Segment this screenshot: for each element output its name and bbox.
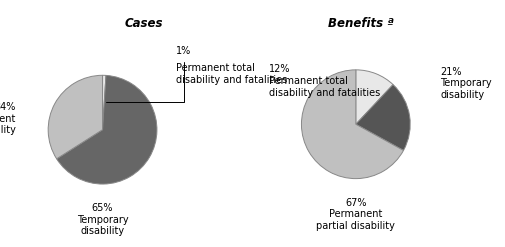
Text: Benefits ª: Benefits ª <box>328 17 394 30</box>
Text: 1%: 1% <box>106 46 191 103</box>
Wedge shape <box>48 75 103 159</box>
Text: 12%
Permanent total
disability and fatalities: 12% Permanent total disability and fatal… <box>269 64 380 98</box>
Wedge shape <box>301 70 403 179</box>
Text: 65%
Temporary
disability: 65% Temporary disability <box>77 203 128 236</box>
Text: 34%
Permanent
partial disability: 34% Permanent partial disability <box>0 102 16 135</box>
Wedge shape <box>103 75 106 130</box>
Text: 21%
Temporary
disability: 21% Temporary disability <box>440 67 492 100</box>
Wedge shape <box>356 84 410 150</box>
Text: Cases: Cases <box>125 17 163 30</box>
Wedge shape <box>57 75 157 184</box>
Text: Permanent total
disability and fatalities: Permanent total disability and fatalitie… <box>176 63 287 85</box>
Text: 67%
Permanent
partial disability: 67% Permanent partial disability <box>317 198 395 231</box>
Wedge shape <box>356 70 393 124</box>
